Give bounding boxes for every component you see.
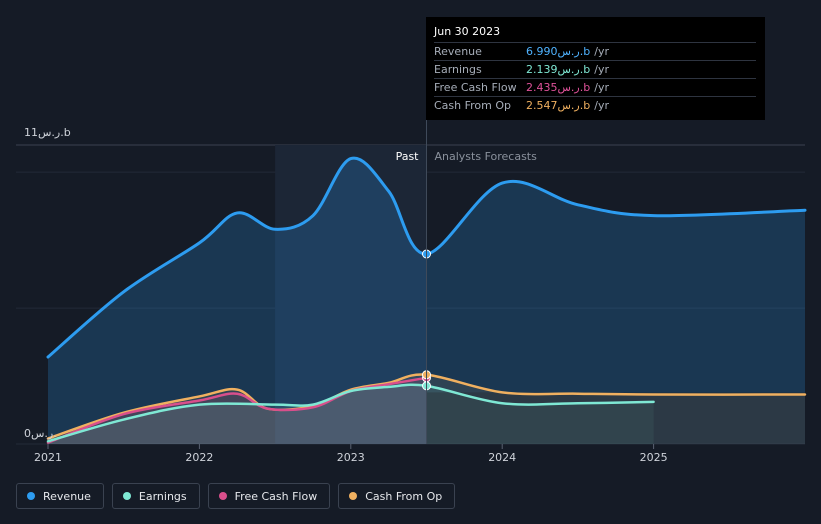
past-label: Past [396, 150, 420, 163]
series-lines [46, 156, 807, 444]
tooltip-unit: /yr [594, 63, 609, 76]
legend-item-free-cash-flow[interactable]: Free Cash Flow [207, 483, 331, 509]
tooltip-value: 2.139ر.س.b [526, 63, 591, 76]
x-tick-label: 2023 [337, 451, 365, 464]
tooltip-value: 2.435ر.س.b [526, 81, 591, 94]
earnings-area [48, 384, 654, 444]
legend-item-cash-from-op[interactable]: Cash From Op [338, 483, 456, 509]
past-highlight-rect [275, 145, 427, 444]
legend-dot-icon [27, 492, 35, 500]
forecast-label: Analysts Forecasts [435, 150, 538, 163]
tooltip-value: 6.990ر.س.b [526, 45, 591, 58]
earnings-line [46, 383, 655, 443]
legend-item-revenue[interactable]: Revenue [16, 483, 104, 509]
legend-dot-icon [218, 492, 227, 500]
tooltip: Jun 30 2023 Revenue 6.990ر.س.b /yr Earni… [426, 17, 765, 120]
past-highlight-band [275, 145, 427, 444]
legend-item-earnings[interactable]: Earnings [111, 483, 200, 509]
tooltip-unit: /yr [594, 99, 609, 112]
legend-label: Cash From Op [365, 489, 443, 503]
tooltip-unit: /yr [594, 45, 609, 58]
x-tick-label: 2025 [640, 451, 668, 464]
legend-dot-icon [349, 492, 358, 500]
revenue-line [46, 156, 807, 359]
y-axis-top-label: 11ر.س.b [24, 126, 71, 139]
series-areas [48, 158, 805, 444]
legend-dot-icon [122, 492, 131, 500]
tooltip-row-revenue: Revenue 6.990ر.س.b /yr [434, 42, 756, 60]
tooltip-label: Free Cash Flow [434, 81, 517, 94]
tooltip-label: Revenue [434, 45, 482, 58]
legend-label: Free Cash Flow [234, 489, 318, 503]
legend-label: Revenue [43, 489, 91, 503]
tooltip-value: 2.547ر.س.b [526, 99, 591, 112]
tooltip-unit: /yr [594, 81, 609, 94]
tooltip-label: Cash From Op [434, 99, 512, 112]
x-tick-label: 2024 [488, 451, 516, 464]
x-axis-ticks: 2021 2022 2023 2024 2025 [34, 444, 668, 464]
tooltip-label: Earnings [434, 63, 482, 76]
tooltip-row-free-cash-flow: Free Cash Flow 2.435ر.س.b /yr [434, 78, 756, 96]
tooltip-row-earnings: Earnings 2.139ر.س.b /yr [434, 60, 756, 78]
tooltip-date: Jun 30 2023 [434, 25, 501, 38]
x-tick-label: 2021 [34, 451, 62, 464]
cash-from-op-line [46, 373, 807, 440]
free-cash-flow-area [48, 377, 427, 444]
legend-label: Earnings [138, 489, 187, 503]
legend: Revenue Earnings Free Cash Flow Cash Fro… [16, 483, 456, 509]
y-axis-bottom-label: 0ر.س. [24, 427, 57, 440]
x-tick-label: 2022 [185, 451, 213, 464]
tooltip-row-cash-from-op: Cash From Op 2.547ر.س.b /yr [434, 96, 756, 114]
free-cash-flow-line [46, 376, 428, 444]
